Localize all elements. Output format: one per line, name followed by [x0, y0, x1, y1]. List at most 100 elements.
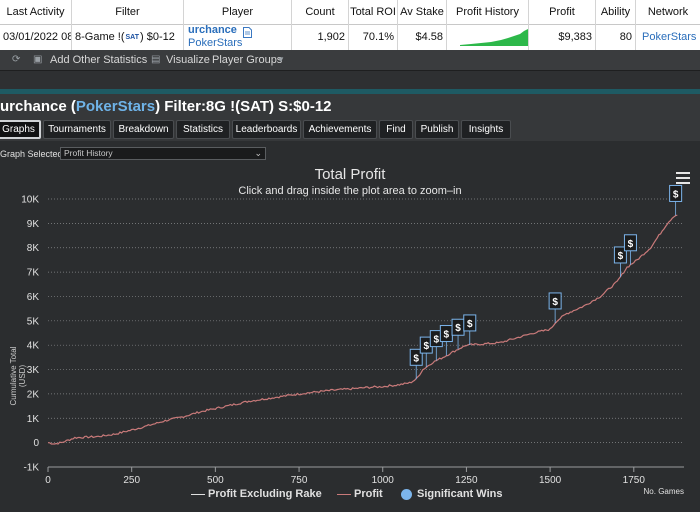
graph-select-value: Profit History [64, 148, 113, 158]
tab-tournaments[interactable]: Tournaments [43, 120, 111, 139]
player-network-link[interactable]: PokerStars [188, 37, 243, 49]
tab-breakdown[interactable]: Breakdown [113, 120, 174, 139]
visualize-button[interactable]: Visualize [166, 54, 210, 66]
y-tick-label: 3K [27, 365, 40, 376]
win-flag-label: $ [413, 353, 419, 364]
tab-statistics[interactable]: Statistics [176, 120, 230, 139]
cell-network-link[interactable]: PokerStars [642, 31, 697, 43]
title-filter: Filter:8G !(SAT) S:$0-12 [164, 98, 332, 115]
chart-plot-area[interactable]: -1K 0 1K 2K 3K 4K 5K 6K 7K 8K 9K 10K 0 250 500 750 1000 1… [0, 162, 700, 512]
profit-chart[interactable]: Total Profit Click and drag inside the p… [0, 162, 700, 512]
tab-leaderboards[interactable]: Leaderboards [232, 120, 301, 139]
x-tick-label: 1250 [455, 475, 478, 486]
header-profit-history[interactable]: Profit History [447, 0, 529, 24]
filter-suffix: ) $0-12 [140, 31, 175, 43]
series-line-profit [47, 214, 678, 445]
legend-item-profit-excluding-rake[interactable]: Profit Excluding Rake [191, 488, 322, 500]
tab-find[interactable]: Find [379, 120, 413, 139]
significant-win-flag [463, 314, 477, 332]
legend-label: Profit [354, 488, 383, 500]
graph-select-dropdown[interactable]: Profit History ⌄ [60, 147, 266, 160]
add-other-statistics-button[interactable]: Add Other Statistics [50, 54, 148, 66]
graph-selected-label: Graph Selected: [0, 149, 66, 159]
tab-insights[interactable]: Insights [461, 120, 511, 139]
y-tick-label: 5K [27, 316, 40, 327]
legend-item-significant-wins[interactable]: Significant Wins [401, 488, 502, 500]
y-tick-label: 9K [27, 219, 40, 230]
tab-graphs[interactable]: Graphs [0, 120, 41, 139]
significant-win-flag [613, 246, 627, 264]
legend-line-icon [337, 493, 351, 495]
x-tick-label: 0 [45, 475, 51, 486]
filter-prefix: 8-Game !( [75, 31, 125, 43]
table-row[interactable]: 03/01/2022 08: 8-Game !(SAT) $0-12 urcha… [0, 24, 700, 50]
y-tick-label: 1K [27, 414, 40, 425]
y-tick-label: 7K [27, 268, 40, 279]
legend-label: Significant Wins [417, 488, 503, 500]
stats-toolbar: ⟳ ▣ Add Other Statistics ▤ Visualize Pla… [0, 50, 700, 71]
header-last-activity[interactable]: Last Activity [0, 0, 72, 24]
legend-line-icon [191, 493, 205, 495]
player-name-link[interactable]: urchance [188, 24, 237, 36]
win-flag-label: $ [618, 251, 624, 262]
header-count[interactable]: Count [292, 0, 349, 24]
chart-subtitle: Click and drag inside the plot area to z… [238, 185, 462, 197]
tab-achievements[interactable]: Achievements [303, 120, 377, 139]
cell-filter: 8-Game !(SAT) $0-12 [72, 24, 184, 50]
cell-profit: $9,383 [529, 24, 596, 50]
x-tick-label: 1500 [539, 475, 562, 486]
win-flag-label: $ [444, 330, 450, 341]
cell-player: urchance PokerStars [184, 24, 292, 50]
sat-badge-icon: SAT [125, 33, 139, 41]
x-tick-label: 250 [123, 475, 140, 486]
chart-title: Total Profit [314, 166, 386, 183]
tab-bar: Graphs Tournaments Breakdown Statistics … [0, 119, 700, 141]
legend-label: Profit Excluding Rake [208, 488, 322, 500]
cell-profit-history [447, 24, 529, 50]
significant-win-flag [409, 348, 423, 366]
refresh-icon[interactable]: ⟳ [12, 54, 21, 65]
cell-av-stake: $4.58 [398, 24, 447, 50]
y-tick-label: 6K [27, 292, 40, 303]
spacer [0, 71, 700, 89]
x-tick-label: 750 [291, 475, 308, 486]
x-tick-label: 1750 [623, 475, 646, 486]
win-flag-label: $ [673, 189, 679, 200]
header-av-stake[interactable]: Av Stake [398, 0, 447, 24]
significant-win-flag [669, 184, 683, 202]
player-groups-dropdown[interactable]: Player Groups [212, 54, 283, 66]
header-total-roi[interactable]: Total ROI [349, 0, 398, 24]
win-flag-label: $ [552, 297, 558, 308]
x-tick-label: 500 [207, 475, 224, 486]
y-tick-label: 0 [33, 438, 39, 449]
win-flag-label: $ [455, 323, 461, 334]
stats-table: Last Activity Filter Player Count Total … [0, 0, 700, 50]
table-header: Last Activity Filter Player Count Total … [0, 0, 700, 25]
accent-divider [0, 89, 700, 94]
cell-last-activity: 03/01/2022 08: [0, 24, 72, 50]
add-stats-icon[interactable]: ▣ [33, 54, 43, 65]
header-filter[interactable]: Filter [72, 0, 184, 24]
visualize-icon[interactable]: ▤ [151, 54, 161, 65]
y-tick-label: -1K [23, 463, 39, 474]
chevron-down-icon[interactable]: ▼ [277, 55, 285, 64]
header-network[interactable]: Network [647, 6, 689, 18]
tab-publish[interactable]: Publish [415, 120, 459, 139]
win-flag-label: $ [423, 341, 429, 352]
graph-selector: Graph Selected: Profit History ⌄ [0, 146, 700, 162]
header-player[interactable]: Player [184, 0, 292, 24]
significant-win-flag [623, 234, 637, 252]
cell-count: 1,902 [292, 24, 349, 50]
title-network[interactable]: PokerStars [75, 98, 156, 115]
win-flag-label: $ [628, 239, 634, 250]
x-tick-label: 1000 [372, 475, 395, 486]
page-title: urchance (PokerStars) Filter:8G !(SAT) S… [0, 94, 700, 120]
header-ability[interactable]: Ability [596, 0, 636, 24]
document-icon[interactable] [243, 27, 252, 38]
header-profit[interactable]: Profit [529, 0, 596, 24]
legend-dot-icon [401, 488, 412, 500]
hamburger-menu-icon[interactable] [676, 172, 690, 184]
legend-item-profit[interactable]: Profit [337, 488, 383, 500]
y-axis-label: Cumulative Total (USD) [9, 346, 27, 406]
cell-ability: 80 [596, 24, 636, 50]
